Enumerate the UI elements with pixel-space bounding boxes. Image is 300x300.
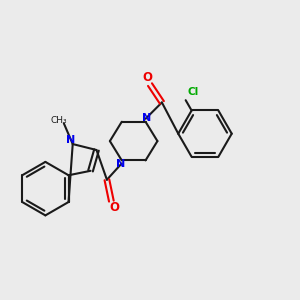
Text: CH₃: CH₃ — [50, 116, 67, 125]
Text: Cl: Cl — [187, 87, 198, 97]
Text: O: O — [109, 201, 119, 214]
Text: N: N — [116, 159, 125, 169]
Text: N: N — [66, 135, 75, 145]
Text: N: N — [142, 113, 152, 123]
Text: O: O — [142, 71, 153, 84]
